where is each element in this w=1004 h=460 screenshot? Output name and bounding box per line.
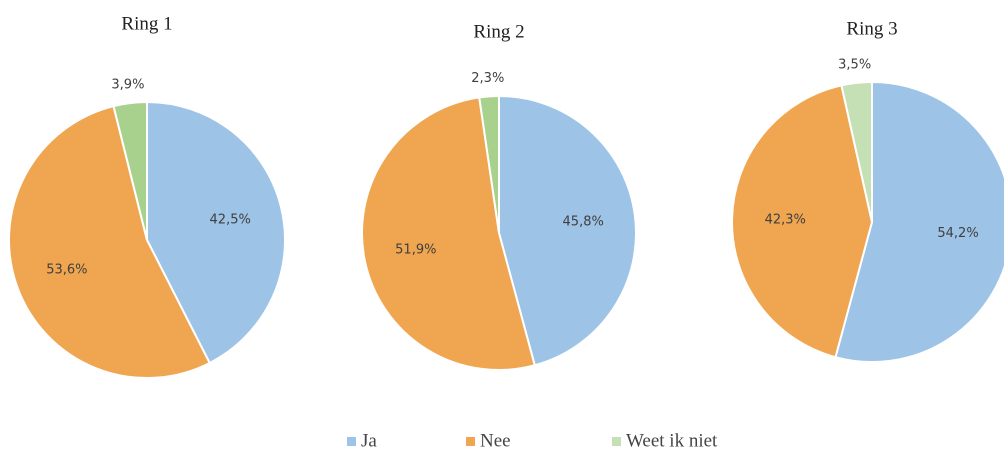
legend-label: Weet ik niet [626, 430, 718, 451]
pie-slice [8, 104, 211, 379]
data-label: 45,8% [563, 214, 604, 229]
chart-title: Ring 3 [846, 18, 897, 39]
chart-title: Ring 2 [473, 21, 524, 42]
pie-slice [834, 80, 1004, 363]
data-label: 42,5% [210, 213, 251, 228]
legend-swatch [612, 437, 621, 446]
pie-slice [840, 80, 873, 223]
pie-slice [112, 100, 148, 241]
data-label: 51,9% [395, 243, 436, 258]
data-label: 3,5% [838, 57, 871, 72]
pie-slice [361, 96, 536, 371]
data-label: 2,3% [471, 71, 504, 86]
legend-swatch [347, 437, 356, 446]
data-label: 3,9% [111, 78, 144, 93]
pie-slice [498, 94, 637, 367]
pie-slice [731, 84, 874, 359]
legend-swatch [466, 437, 475, 446]
data-label: 42,3% [765, 213, 806, 228]
legend-label: Nee [480, 430, 511, 451]
pie-slice [478, 94, 500, 234]
legend-label: Ja [361, 430, 377, 451]
chart-title: Ring 1 [121, 13, 172, 34]
data-label: 54,2% [937, 226, 978, 241]
data-label: 53,6% [46, 262, 87, 277]
pie-slice [146, 100, 286, 365]
